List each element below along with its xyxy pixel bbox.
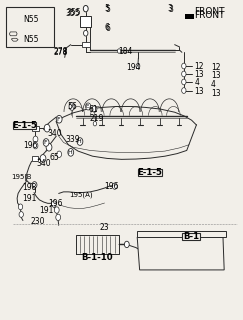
Circle shape xyxy=(44,124,50,132)
Text: 5: 5 xyxy=(104,4,109,13)
Circle shape xyxy=(117,49,121,53)
Bar xyxy=(137,231,226,237)
Bar xyxy=(80,16,91,27)
Circle shape xyxy=(11,24,15,29)
Text: 3: 3 xyxy=(169,5,174,14)
Circle shape xyxy=(33,142,38,149)
Text: 340: 340 xyxy=(36,159,51,168)
Text: 355: 355 xyxy=(66,8,80,17)
Circle shape xyxy=(84,30,88,36)
Text: 278: 278 xyxy=(53,47,68,56)
Text: 3: 3 xyxy=(168,4,173,13)
Bar xyxy=(32,125,39,131)
Text: FRONT: FRONT xyxy=(194,11,225,20)
Circle shape xyxy=(56,214,61,220)
Circle shape xyxy=(86,103,91,110)
Polygon shape xyxy=(185,14,193,19)
Circle shape xyxy=(69,103,75,110)
Circle shape xyxy=(93,122,97,126)
Polygon shape xyxy=(9,32,17,36)
Text: F: F xyxy=(56,117,60,122)
Text: E-1-5: E-1-5 xyxy=(12,121,37,130)
Text: E: E xyxy=(86,104,89,109)
Bar xyxy=(13,122,36,129)
Text: 61: 61 xyxy=(89,105,98,114)
Text: 6: 6 xyxy=(104,23,109,32)
Text: H: H xyxy=(67,150,72,155)
Bar xyxy=(32,156,38,161)
Bar xyxy=(6,7,54,47)
Circle shape xyxy=(33,136,38,142)
Text: 65: 65 xyxy=(49,153,59,162)
Text: 56: 56 xyxy=(67,102,77,111)
Text: 195(A): 195(A) xyxy=(69,191,93,198)
Text: 198: 198 xyxy=(22,183,37,192)
Text: H: H xyxy=(77,139,81,144)
Text: 196: 196 xyxy=(23,141,37,150)
Text: E-1-5: E-1-5 xyxy=(137,168,162,177)
Text: 230: 230 xyxy=(30,217,45,226)
Text: 278: 278 xyxy=(54,48,68,57)
Text: 12: 12 xyxy=(211,63,220,72)
Bar xyxy=(182,233,200,240)
Text: 13: 13 xyxy=(211,71,220,80)
Text: 194: 194 xyxy=(126,63,141,72)
Text: 6: 6 xyxy=(105,24,110,33)
Circle shape xyxy=(182,79,186,85)
Polygon shape xyxy=(11,38,18,41)
Circle shape xyxy=(40,155,46,162)
Text: 219: 219 xyxy=(90,114,104,123)
Text: 4: 4 xyxy=(194,78,199,87)
Text: 339: 339 xyxy=(65,135,80,144)
Polygon shape xyxy=(137,237,224,270)
Text: 340: 340 xyxy=(48,129,62,138)
Circle shape xyxy=(52,201,56,207)
Circle shape xyxy=(46,143,52,151)
Bar xyxy=(82,42,90,47)
Circle shape xyxy=(43,139,49,146)
Circle shape xyxy=(124,241,129,248)
Text: 13: 13 xyxy=(194,70,204,79)
Circle shape xyxy=(182,71,186,77)
Text: 196: 196 xyxy=(48,199,62,208)
Circle shape xyxy=(56,116,62,123)
Text: F: F xyxy=(43,140,47,145)
Circle shape xyxy=(92,106,97,112)
Polygon shape xyxy=(187,14,194,19)
Text: 184: 184 xyxy=(118,46,132,56)
Text: N55: N55 xyxy=(24,15,39,24)
Text: B-1: B-1 xyxy=(183,232,199,241)
Text: 196: 196 xyxy=(104,182,119,191)
Circle shape xyxy=(136,63,140,68)
Circle shape xyxy=(10,12,16,21)
Text: FRONT: FRONT xyxy=(194,7,225,16)
Text: 191: 191 xyxy=(22,194,36,203)
Text: 4: 4 xyxy=(211,80,216,89)
Text: N55: N55 xyxy=(24,35,39,44)
Text: 13: 13 xyxy=(211,89,220,98)
Text: 195|B: 195|B xyxy=(12,174,32,181)
Text: 12: 12 xyxy=(194,61,204,70)
Circle shape xyxy=(112,183,117,189)
Circle shape xyxy=(68,148,74,156)
Circle shape xyxy=(83,5,88,12)
Circle shape xyxy=(77,138,83,145)
Bar xyxy=(138,169,162,176)
Circle shape xyxy=(18,204,23,210)
Text: 13: 13 xyxy=(194,87,204,96)
Circle shape xyxy=(12,15,15,19)
Text: B-1-10: B-1-10 xyxy=(81,253,113,262)
Text: 191: 191 xyxy=(39,206,53,215)
Circle shape xyxy=(182,63,186,69)
Text: 23: 23 xyxy=(99,223,109,232)
Circle shape xyxy=(32,182,37,188)
Circle shape xyxy=(54,207,59,213)
Circle shape xyxy=(57,151,61,157)
Circle shape xyxy=(19,212,23,217)
Circle shape xyxy=(182,88,186,93)
Text: 5: 5 xyxy=(105,5,110,14)
Text: 355: 355 xyxy=(65,9,80,18)
